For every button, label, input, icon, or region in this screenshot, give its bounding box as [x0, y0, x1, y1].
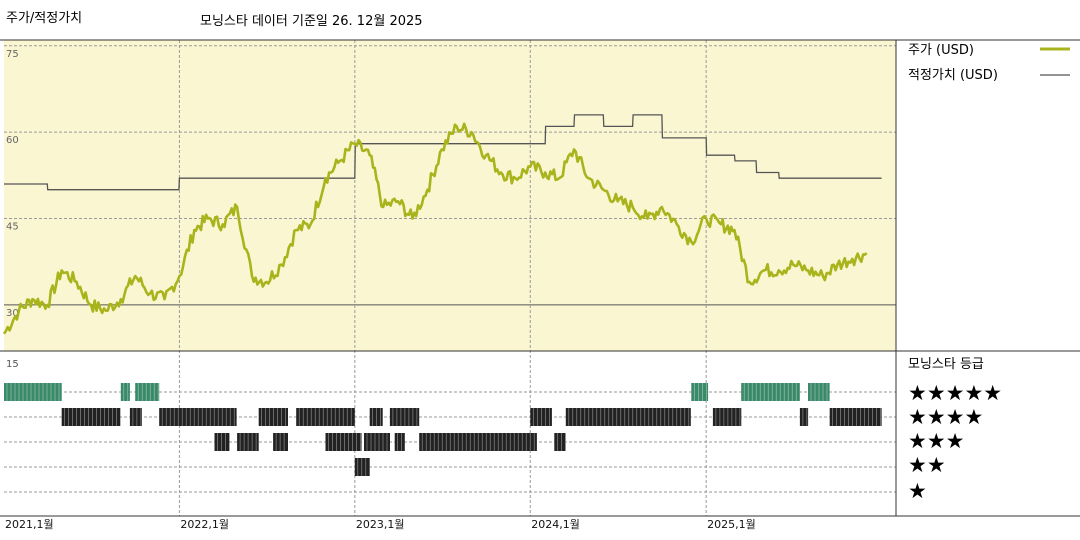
- legend-five-stars: ★★★★★: [908, 381, 1002, 405]
- rating-bar: [214, 433, 230, 451]
- rating-bar: [354, 458, 370, 476]
- rating-bar: [120, 383, 130, 401]
- x-tick-label: 2023,1월: [356, 518, 405, 531]
- chart-frame: [0, 39, 1080, 517]
- rating-bar: [61, 408, 121, 426]
- legend-one-star: ★: [908, 479, 927, 503]
- price-panel-background: [4, 40, 896, 351]
- x-tick-label: 2025,1월: [707, 518, 756, 531]
- rating-bar: [829, 408, 882, 426]
- rating-bar: [296, 408, 355, 426]
- legend-price-label: 주가 (USD): [908, 43, 974, 58]
- legend-four-stars: ★★★★: [908, 405, 983, 429]
- rating-y-tick-label: 15: [6, 359, 19, 370]
- price-y-tick-label: 30: [6, 308, 19, 319]
- price-line: [2, 122, 868, 335]
- rating-bar: [691, 383, 709, 401]
- rating-bar: [554, 433, 566, 451]
- price-y-tick-labels: 30 45 60 75: [6, 49, 19, 319]
- rating-legend-title: 모닝스타 등급: [908, 357, 984, 372]
- rating-bar: [389, 408, 420, 426]
- rating-bar: [364, 433, 390, 451]
- rating-bar: [135, 383, 160, 401]
- price-y-tick-label: 75: [6, 49, 19, 60]
- x-tick-label: 2022,1월: [180, 518, 229, 531]
- x-tick-label: 2021,1월: [5, 518, 54, 531]
- rating-bar: [325, 433, 362, 451]
- rating-bar: [394, 433, 405, 451]
- chart-title: 주가/적정가치: [6, 11, 82, 26]
- price-y-tick-label: 60: [6, 135, 19, 146]
- fair-value-line: [4, 114, 882, 191]
- rating-bar: [712, 408, 742, 426]
- rating-bars: [4, 383, 882, 476]
- chart-subtitle: 모닝스타 데이터 기준일 26. 12월 2025: [200, 14, 423, 29]
- rating-panel: 15: [4, 359, 896, 493]
- rating-bar: [129, 408, 142, 426]
- rating-bar: [258, 408, 288, 426]
- rating-bar: [273, 433, 288, 451]
- rating-bar: [741, 383, 800, 401]
- x-tick-label: 2024,1월: [531, 518, 580, 531]
- legend-fair-label: 적정가치 (USD): [908, 68, 998, 83]
- rating-bar: [799, 408, 809, 426]
- legend-three-stars: ★★★: [908, 429, 964, 453]
- price-panel: 30 45 60 75: [2, 40, 896, 516]
- x-tick-labels: 2021,1월 2022,1월 2023,1월 2024,1월 2025,1월: [5, 518, 756, 531]
- legend-two-stars: ★★: [908, 453, 946, 477]
- rating-bar: [4, 383, 62, 401]
- price-y-tick-label: 45: [6, 222, 19, 233]
- legend: 주가 (USD) 적정가치 (USD) 모닝스타 등급 ★★★★★ ★★★★ ★…: [908, 43, 1070, 503]
